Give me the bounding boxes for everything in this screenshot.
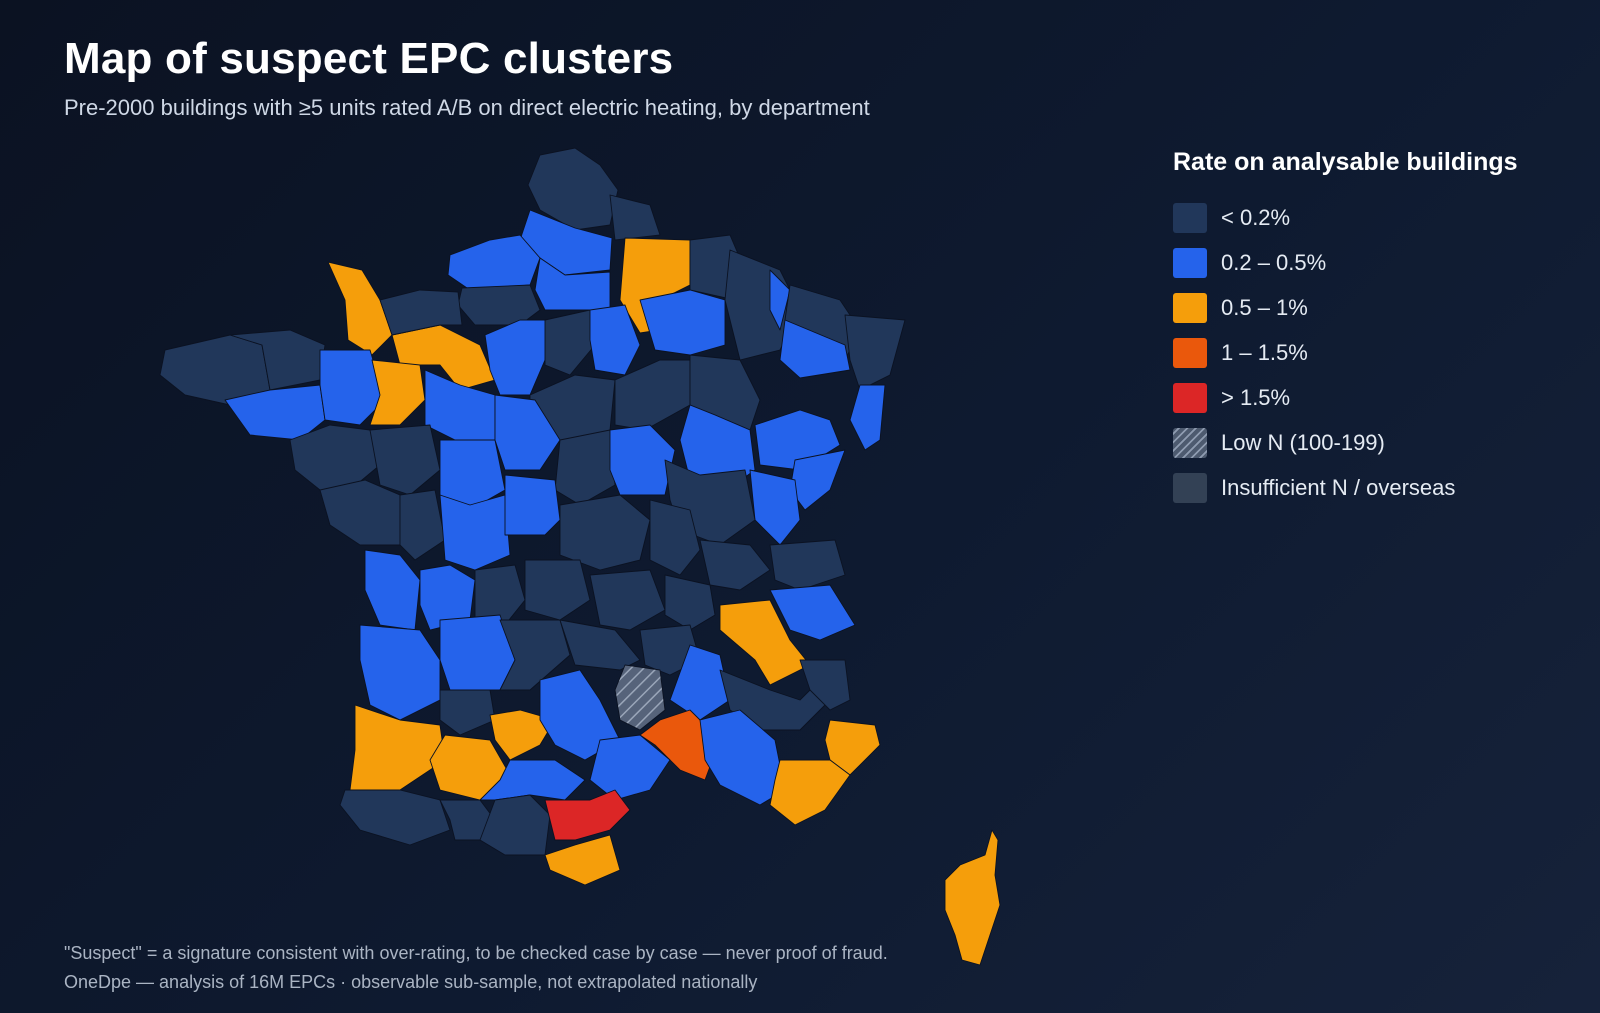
- department-44: [439, 494, 511, 571]
- legend-item-1-1-5: 1 – 1.5%: [1173, 330, 1518, 375]
- department-36: [369, 424, 441, 496]
- legend-swatch: [1173, 292, 1207, 323]
- legend-label: Low N (100-199): [1221, 429, 1385, 455]
- source-note: OneDpe — analysis of 16M EPCs · observab…: [64, 972, 758, 992]
- department-55: [589, 569, 666, 631]
- department-54: [524, 559, 591, 621]
- department-38: [494, 394, 561, 471]
- department-71: [614, 664, 666, 731]
- department-35: [289, 424, 381, 491]
- department-80: [479, 794, 551, 856]
- department-11: [379, 289, 463, 336]
- department-83: [944, 829, 1001, 966]
- department-40: [609, 424, 676, 496]
- legend-label: 0.2 – 0.5%: [1221, 249, 1327, 275]
- department-4: [447, 234, 541, 291]
- department-61: [559, 619, 641, 671]
- department-50: [769, 584, 856, 641]
- department-63: [669, 644, 731, 721]
- department-78: [339, 789, 451, 846]
- legend-item-gt-1-5: > 1.5%: [1173, 375, 1518, 420]
- department-73: [589, 734, 671, 801]
- department-1: [527, 147, 619, 231]
- department-46: [559, 494, 651, 571]
- department-2: [609, 194, 661, 241]
- legend-label: Insufficient N / overseas: [1221, 474, 1456, 500]
- department-66: [439, 689, 496, 736]
- legend: Rate on analysable buildings < 0.2% 0.2 …: [1173, 148, 1518, 510]
- department-15: [319, 349, 386, 426]
- department-59: [359, 624, 441, 721]
- legend-item-0-2-0-5: 0.2 – 0.5%: [1173, 240, 1518, 285]
- footnote: "Suspect" = a signature consistent with …: [64, 943, 888, 963]
- legend-item-low-n: Low N (100-199): [1173, 420, 1518, 465]
- france-department-map: [159, 147, 1001, 966]
- department-49: [769, 539, 846, 591]
- legend-title: Rate on analysable buildings: [1173, 148, 1518, 176]
- legend-swatch: [1173, 202, 1207, 233]
- department-20: [589, 304, 641, 376]
- department-39: [554, 429, 616, 506]
- department-27: [849, 384, 886, 451]
- department-26: [844, 314, 906, 391]
- department-21: [639, 289, 726, 356]
- department-81: [544, 789, 631, 841]
- department-34: [749, 469, 801, 546]
- department-69: [489, 709, 556, 761]
- department-48: [699, 539, 771, 591]
- department-16: [369, 359, 426, 426]
- department-33: [789, 449, 846, 511]
- legend-swatch: [1173, 382, 1207, 413]
- department-76: [769, 759, 851, 826]
- department-19: [544, 309, 596, 376]
- department-65: [799, 659, 851, 711]
- map-title: Map of suspect EPC clusters: [64, 34, 674, 83]
- legend-label: > 1.5%: [1221, 384, 1291, 410]
- legend-label: < 0.2%: [1221, 204, 1291, 230]
- legend-swatch: [1173, 337, 1207, 368]
- legend-swatch-hatched: [1173, 427, 1207, 458]
- department-43: [399, 489, 446, 561]
- department-67: [349, 704, 446, 791]
- departments-layer: [159, 147, 1001, 966]
- department-82: [544, 834, 621, 886]
- legend-item-lt-0-2: < 0.2%: [1173, 195, 1518, 240]
- department-51: [364, 549, 421, 631]
- map-subtitle: Pre-2000 buildings with ≥5 units rated A…: [64, 95, 870, 120]
- department-9: [327, 261, 393, 356]
- legend-item-insufficient: Insufficient N / overseas: [1173, 465, 1518, 510]
- department-18: [484, 319, 551, 396]
- legend-item-0-5-1: 0.5 – 1%: [1173, 285, 1518, 330]
- department-23: [769, 269, 791, 331]
- department-53: [474, 564, 526, 626]
- department-47: [649, 499, 701, 576]
- department-57: [719, 599, 811, 686]
- legend-label: 0.5 – 1%: [1221, 294, 1308, 320]
- legend-label: 1 – 1.5%: [1221, 339, 1308, 365]
- department-45: [504, 474, 561, 536]
- legend-swatch: [1173, 472, 1207, 503]
- department-8: [457, 284, 541, 326]
- department-25: [779, 319, 851, 379]
- department-42: [319, 479, 401, 546]
- legend-swatch: [1173, 247, 1207, 278]
- department-22: [724, 249, 801, 361]
- department-56: [664, 574, 716, 631]
